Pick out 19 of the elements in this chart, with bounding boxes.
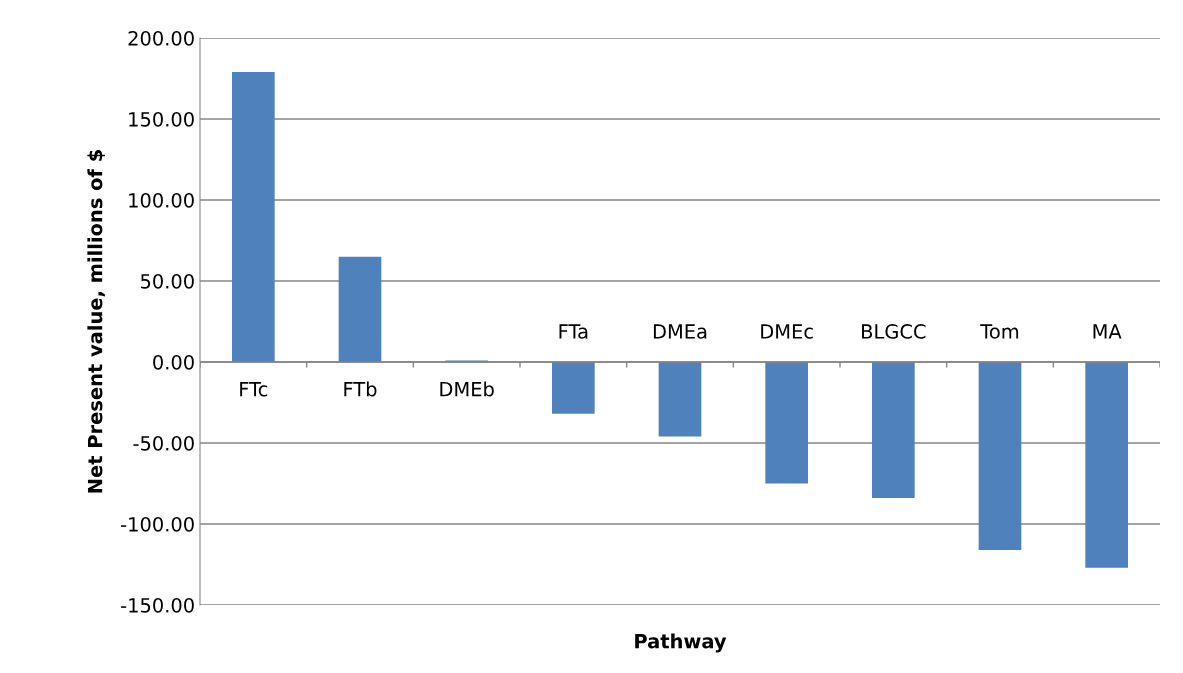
x-tick-label: Tom [980, 324, 1019, 339]
x-tick-label: BLGCC [862, 324, 926, 339]
y-tick-label: 0.00 [153, 354, 194, 370]
y-tick-label: 150.00 [129, 111, 194, 127]
y-tick-label: -100.00 [121, 516, 194, 532]
x-tick-label: FTa [559, 324, 588, 339]
x-tick-label: DMEb [440, 381, 494, 397]
x-tick-label: DMEc [761, 324, 813, 339]
y-tick-label: -50.00 [133, 435, 194, 451]
x-tick-label: MA [1093, 324, 1122, 339]
y-tick-label: 100.00 [129, 192, 194, 208]
x-tick-label: FTb [344, 381, 377, 397]
x-axis-title: Pathway [635, 633, 727, 653]
x-tick-label: FTc [240, 382, 268, 397]
y-tick-label: -150.00 [121, 597, 194, 613]
y-tick-label: 50.00 [140, 273, 194, 289]
x-tick-label: DMEa [653, 324, 707, 339]
y-tick-label: 200.00 [128, 30, 194, 46]
y-axis-title: Net Present value, millions of $ [87, 150, 106, 493]
